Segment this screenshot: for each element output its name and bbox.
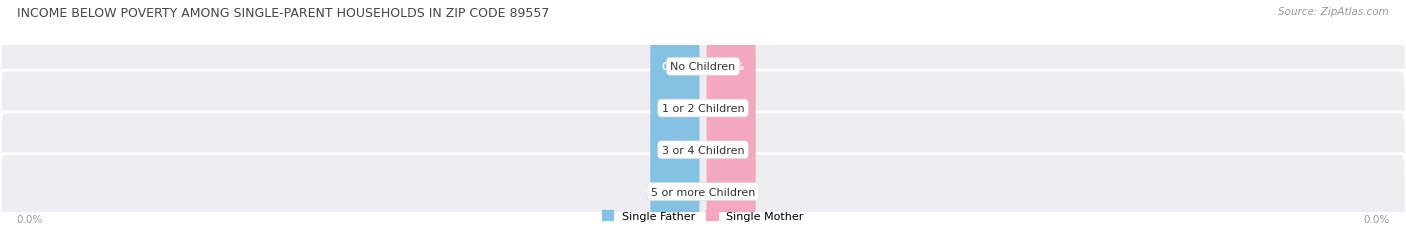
Text: No Children: No Children	[671, 62, 735, 72]
Text: 0.0%: 0.0%	[717, 145, 745, 155]
FancyBboxPatch shape	[707, 75, 756, 142]
FancyBboxPatch shape	[650, 158, 700, 225]
Text: 0.0%: 0.0%	[717, 187, 745, 197]
Text: 0.0%: 0.0%	[717, 62, 745, 72]
Legend: Single Father, Single Mother: Single Father, Single Mother	[600, 208, 806, 223]
Text: Source: ZipAtlas.com: Source: ZipAtlas.com	[1278, 7, 1389, 17]
Text: 0.0%: 0.0%	[661, 145, 689, 155]
FancyBboxPatch shape	[707, 33, 756, 101]
Text: 0.0%: 0.0%	[661, 103, 689, 114]
FancyBboxPatch shape	[0, 71, 1406, 146]
Text: 0.0%: 0.0%	[717, 103, 745, 114]
FancyBboxPatch shape	[707, 158, 756, 225]
Text: 3 or 4 Children: 3 or 4 Children	[662, 145, 744, 155]
FancyBboxPatch shape	[0, 154, 1406, 230]
Text: 5 or more Children: 5 or more Children	[651, 187, 755, 197]
FancyBboxPatch shape	[0, 112, 1406, 188]
FancyBboxPatch shape	[650, 33, 700, 101]
Text: 0.0%: 0.0%	[17, 214, 44, 224]
FancyBboxPatch shape	[650, 75, 700, 142]
FancyBboxPatch shape	[707, 116, 756, 184]
Text: 0.0%: 0.0%	[661, 187, 689, 197]
Text: 1 or 2 Children: 1 or 2 Children	[662, 103, 744, 114]
FancyBboxPatch shape	[0, 29, 1406, 105]
Text: INCOME BELOW POVERTY AMONG SINGLE-PARENT HOUSEHOLDS IN ZIP CODE 89557: INCOME BELOW POVERTY AMONG SINGLE-PARENT…	[17, 7, 550, 20]
Text: 0.0%: 0.0%	[1362, 214, 1389, 224]
Text: 0.0%: 0.0%	[661, 62, 689, 72]
FancyBboxPatch shape	[650, 116, 700, 184]
